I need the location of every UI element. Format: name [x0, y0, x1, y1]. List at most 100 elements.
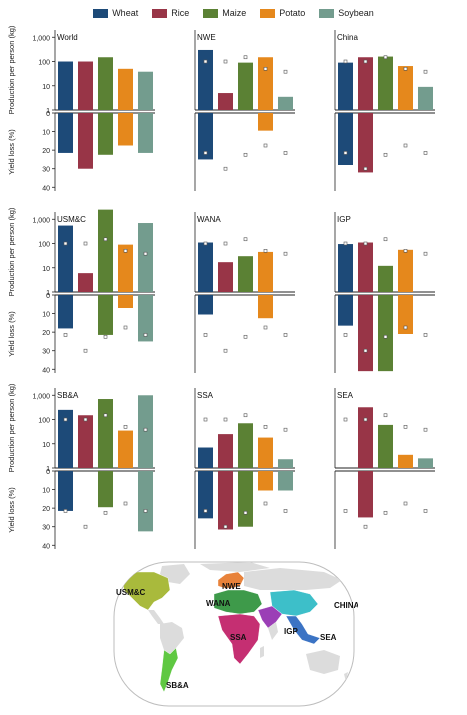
- loss-tick-label: 40: [42, 543, 50, 550]
- production-bar-potato: [398, 454, 413, 468]
- map-land-south-america-north: [160, 622, 184, 654]
- loss-tick-label: 30: [42, 167, 50, 174]
- legend-swatch: [152, 8, 168, 18]
- world-average-marker: [403, 425, 408, 429]
- production-bar-wheat: [198, 447, 213, 468]
- world-average-marker: [203, 241, 208, 246]
- world-average-marker: [343, 509, 348, 513]
- production-bar-rice: [358, 57, 373, 110]
- loss-bar-maize: [98, 113, 113, 155]
- world-average-marker: [143, 251, 148, 256]
- map-label-igp: IGP: [284, 627, 298, 636]
- map-land-nz: [344, 672, 348, 682]
- world-average-marker: [243, 55, 248, 60]
- world-average-marker: [223, 166, 228, 171]
- loss-tick-label: 20: [42, 506, 50, 513]
- legend-swatch: [319, 8, 335, 18]
- loss-tick-label: 10: [42, 130, 50, 137]
- production-bar-potato: [258, 251, 273, 292]
- world-average-marker: [383, 413, 388, 418]
- world-average-marker: [83, 241, 88, 246]
- production-bar-potato: [398, 66, 413, 110]
- map-land-madagascar: [260, 646, 264, 658]
- map-land-central-america: [148, 610, 164, 624]
- world-average-marker: [83, 417, 88, 422]
- loss-tick-label: 40: [42, 185, 50, 192]
- world-average-marker: [403, 67, 408, 71]
- production-bar-wheat: [338, 62, 353, 110]
- world-average-marker: [83, 524, 88, 529]
- world-average-marker: [383, 237, 388, 242]
- legend-item-potato: Potato: [260, 8, 305, 18]
- legend-label: Wheat: [112, 8, 139, 18]
- panel-title: SSA: [197, 391, 214, 400]
- loss-bar-soybean: [138, 113, 153, 153]
- panel-title: China: [337, 33, 358, 42]
- production-bar-rice: [218, 434, 233, 468]
- map-land-russia: [244, 568, 342, 590]
- loss-bar-maize: [98, 471, 113, 508]
- production-bar-soybean: [278, 96, 293, 110]
- world-average-marker: [383, 152, 388, 157]
- world-average-marker: [343, 241, 348, 246]
- map-region-sea: [285, 615, 321, 645]
- world-average-marker: [283, 427, 288, 432]
- loss-bar-soybean: [138, 471, 153, 532]
- map-land-india-south: [268, 622, 278, 640]
- world-average-marker: [423, 509, 428, 513]
- loss-bar-wheat: [198, 113, 213, 160]
- production-tick-label: 100: [38, 242, 50, 249]
- world-average-marker: [283, 251, 288, 256]
- map-region-ssa: [217, 613, 261, 665]
- world-average-marker: [103, 510, 108, 515]
- world-average-marker: [63, 417, 68, 422]
- chart-legend: Wheat Rice Maize Potato Soybean: [0, 8, 467, 18]
- production-bar-maize: [378, 424, 393, 468]
- world-average-marker: [423, 427, 428, 432]
- production-bar-maize: [378, 56, 393, 110]
- loss-bar-maize: [98, 295, 113, 335]
- panel-title: IGP: [337, 215, 351, 224]
- loss-tick-label: 30: [42, 525, 50, 532]
- legend-item-maize: Maize: [203, 8, 246, 18]
- world-average-marker: [263, 249, 268, 253]
- world-average-marker: [223, 417, 228, 422]
- production-bar-rice: [358, 407, 373, 468]
- loss-tick-label: 40: [42, 367, 50, 374]
- world-average-marker: [243, 334, 248, 339]
- world-average-marker: [363, 59, 368, 64]
- loss-tick-label: 10: [42, 312, 50, 319]
- world-average-marker: [403, 249, 408, 253]
- world-average-marker: [363, 348, 368, 353]
- loss-bar-maize: [238, 471, 253, 527]
- legend-label: Maize: [222, 8, 247, 18]
- loss-bar-rice: [358, 113, 373, 173]
- loss-axis-label: Yield loss (%): [7, 311, 16, 357]
- production-bar-rice: [78, 273, 93, 292]
- production-bar-rice: [218, 93, 233, 110]
- world-average-marker: [223, 348, 228, 353]
- world-average-marker: [243, 510, 248, 515]
- world-average-marker: [103, 413, 108, 418]
- loss-bar-potato: [258, 113, 273, 131]
- production-bar-wheat: [198, 242, 213, 292]
- production-bar-soybean: [138, 395, 153, 468]
- map-svg: USM&C NWE WANA CHINA IGP SSA SEA SB&A: [113, 561, 360, 707]
- world-average-marker: [63, 509, 68, 513]
- loss-bar-rice: [358, 295, 373, 372]
- world-average-marker: [143, 427, 148, 432]
- production-tick-label: 1,000: [32, 217, 50, 224]
- loss-tick-label: 0: [46, 111, 50, 118]
- panel-title: SB&A: [57, 391, 79, 400]
- map-label-sba: SB&A: [166, 681, 189, 690]
- world-average-marker: [243, 237, 248, 242]
- map-region-sba: [159, 647, 179, 693]
- loss-tick-label: 10: [42, 488, 50, 495]
- production-bar-maize: [98, 209, 113, 292]
- world-average-marker: [423, 69, 428, 74]
- production-bar-rice: [218, 262, 233, 292]
- map-label-usmc: USM&C: [116, 588, 146, 597]
- world-average-marker: [363, 524, 368, 529]
- world-average-marker: [83, 348, 88, 353]
- legend-item-wheat: Wheat: [93, 8, 138, 18]
